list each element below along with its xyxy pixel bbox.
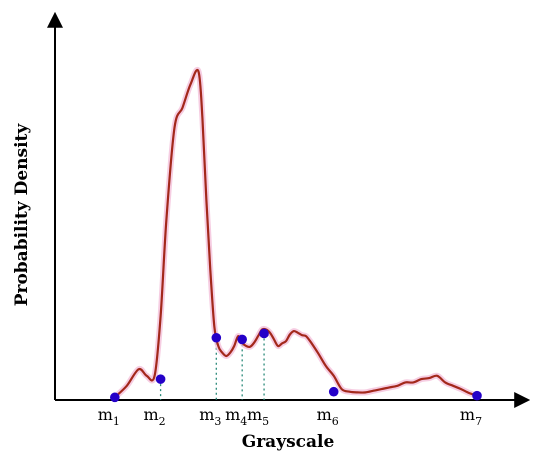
marker-point-m4 (237, 334, 247, 345)
marker-point-m7 (472, 390, 482, 401)
y-axis-title: Probability Density (12, 123, 32, 307)
marker-label-m5: m5 (247, 405, 269, 428)
marker-point-m1 (110, 392, 120, 403)
marker-label-m7: m7 (460, 405, 482, 428)
marker-point-m6 (328, 386, 339, 397)
x-axis-title: Grayscale (242, 432, 335, 452)
marker-point-m3 (211, 332, 222, 343)
marker-point-m5 (259, 328, 269, 339)
density-curve (114, 68, 478, 399)
marker-label-m6: m6 (317, 405, 339, 428)
marker-label-m4: m4 (225, 405, 247, 428)
marker-point-m2 (155, 374, 166, 384)
marker-label-m1: m1 (98, 405, 120, 428)
marker-guides (159, 333, 265, 400)
marker-points (110, 328, 482, 403)
density-curve-halo (112, 67, 479, 400)
marker-labels: m1 m2 m3 m4 m5 m6 m7 (98, 405, 482, 428)
marker-label-m2: m2 (144, 405, 166, 428)
marker-label-m3: m3 (199, 405, 221, 428)
